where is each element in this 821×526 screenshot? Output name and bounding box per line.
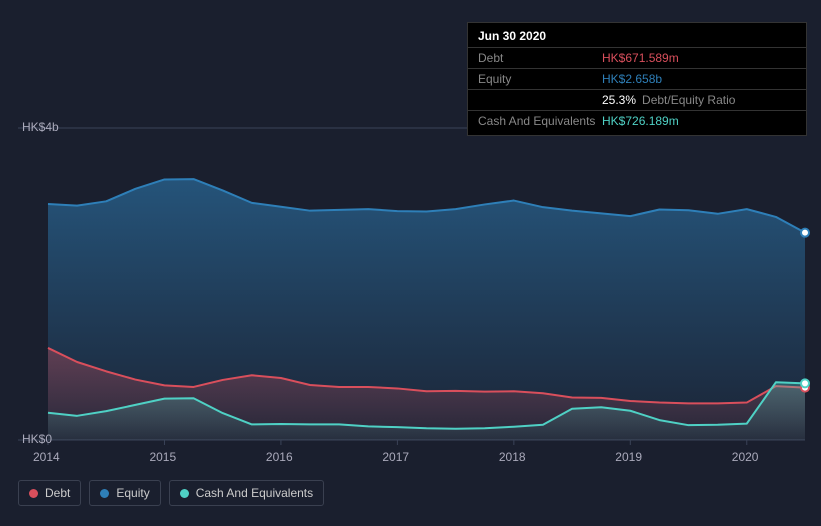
legend-item-debt[interactable]: Debt [18, 480, 81, 506]
x-axis-label: 2020 [732, 450, 759, 464]
legend-item-label: Debt [45, 486, 70, 500]
y-axis-label: HK$0 [22, 432, 52, 446]
tooltip-row-value: HK$2.658b [602, 72, 662, 86]
x-axis-label: 2019 [615, 450, 642, 464]
legend-item-label: Cash And Equivalents [196, 486, 313, 500]
legend-dot-icon [180, 489, 189, 498]
x-axis-label: 2017 [382, 450, 409, 464]
tooltip-row-suffix: Debt/Equity Ratio [642, 93, 735, 107]
x-axis-label: 2018 [499, 450, 526, 464]
tooltip-row-value: HK$726.189m [602, 114, 679, 128]
tooltip-row: Cash And EquivalentsHK$726.189m [468, 111, 806, 131]
tooltip-row-label: Cash And Equivalents [478, 114, 602, 128]
tooltip-row-label: Debt [478, 51, 602, 65]
y-axis-label: HK$4b [22, 120, 59, 134]
chart-legend: Debt Equity Cash And Equivalents [18, 480, 324, 506]
tooltip-title: Jun 30 2020 [468, 27, 806, 48]
tooltip-row: 25.3% Debt/Equity Ratio [468, 90, 806, 111]
legend-dot-icon [100, 489, 109, 498]
x-axis-label: 2014 [33, 450, 60, 464]
tooltip-row-label [478, 93, 602, 107]
tooltip-row-value: HK$671.589m [602, 51, 679, 65]
tooltip-row-label: Equity [478, 72, 602, 86]
legend-item-label: Equity [116, 486, 149, 500]
legend-item-cash-and-equivalents[interactable]: Cash And Equivalents [169, 480, 324, 506]
legend-dot-icon [29, 489, 38, 498]
tooltip-row: EquityHK$2.658b [468, 69, 806, 90]
chart-tooltip: Jun 30 2020 DebtHK$671.589mEquityHK$2.65… [467, 22, 807, 136]
tooltip-row: DebtHK$671.589m [468, 48, 806, 69]
x-axis-label: 2016 [266, 450, 293, 464]
x-axis-label: 2015 [149, 450, 176, 464]
legend-item-equity[interactable]: Equity [89, 480, 160, 506]
tooltip-row-value: 25.3% [602, 93, 636, 107]
